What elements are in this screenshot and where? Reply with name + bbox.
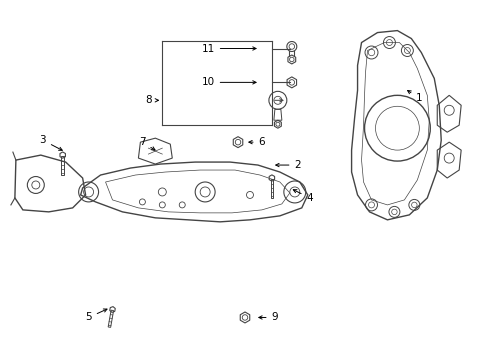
Text: 1: 1	[407, 90, 422, 103]
Text: 3: 3	[40, 135, 62, 150]
Text: 11: 11	[201, 44, 256, 54]
Text: 8: 8	[145, 95, 158, 105]
Text: 10: 10	[201, 77, 256, 87]
Text: 7: 7	[139, 137, 155, 150]
Text: 6: 6	[248, 137, 264, 147]
Text: 5: 5	[85, 309, 107, 323]
Text: 4: 4	[293, 190, 312, 203]
Text: 2: 2	[275, 160, 301, 170]
Text: 9: 9	[258, 312, 278, 323]
